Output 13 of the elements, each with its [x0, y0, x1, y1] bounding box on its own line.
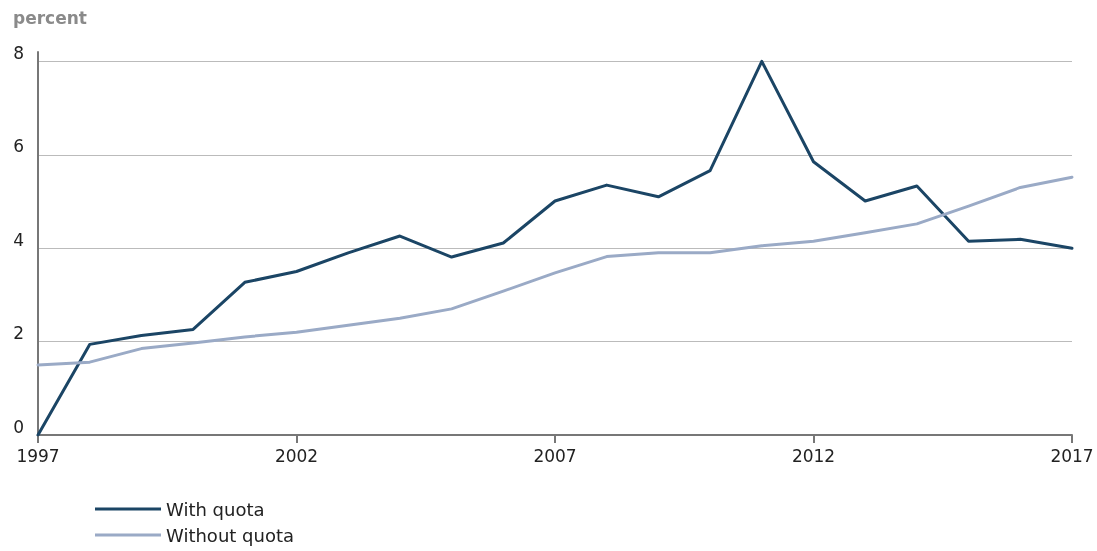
- y-tick-label: 4: [13, 229, 24, 250]
- x-tick-label: 2017: [1050, 445, 1094, 466]
- y-tick-label: 6: [13, 136, 24, 157]
- x-tick-label: 2002: [274, 445, 319, 466]
- y-tick-label: 2: [13, 323, 24, 344]
- legend-label: With quota: [166, 498, 265, 520]
- y-tick-label: 8: [13, 42, 24, 63]
- y-tick-label: 0: [13, 416, 24, 437]
- y-axis-title: percent: [13, 7, 87, 28]
- x-tick-label: 1997: [16, 445, 60, 466]
- x-tick-label: 2007: [533, 445, 577, 466]
- x-tick-label: 2012: [791, 445, 836, 466]
- legend-label: Without quota: [166, 524, 295, 546]
